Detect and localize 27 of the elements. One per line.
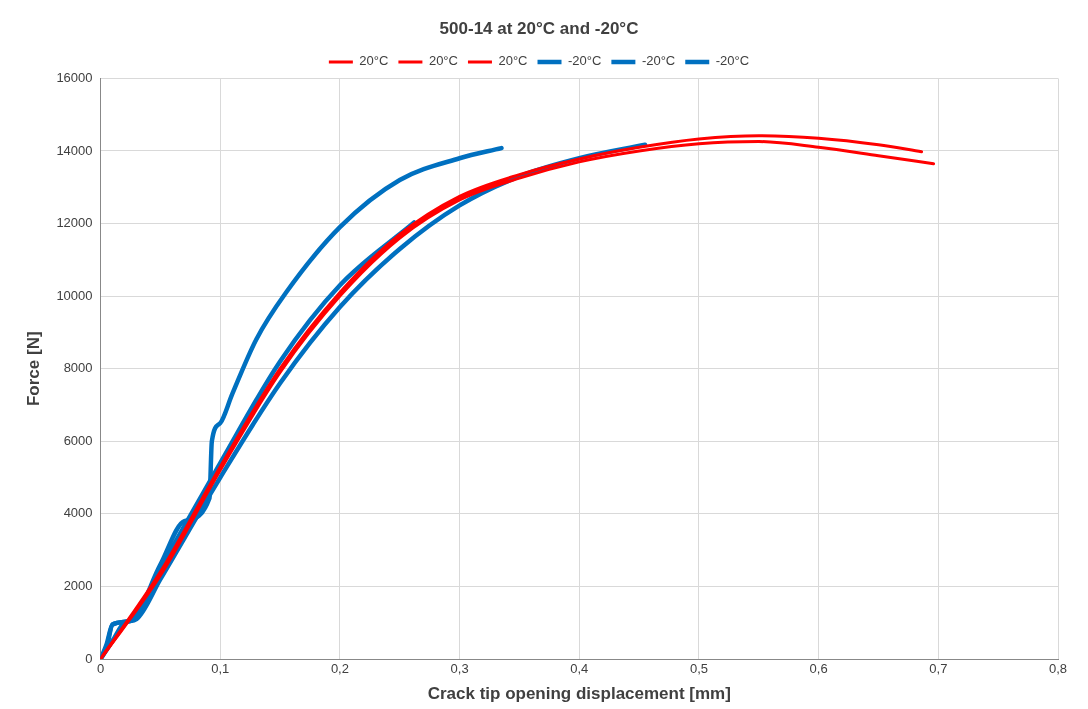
y-tick-label: 6000 bbox=[63, 432, 93, 448]
legend-label: 20°C bbox=[359, 53, 389, 69]
x-tick-label: 0,7 bbox=[929, 661, 948, 677]
y-tick-label: 2000 bbox=[63, 578, 93, 593]
x-tick-label: 0,1 bbox=[211, 661, 230, 677]
legend-label: -20°C bbox=[715, 53, 750, 69]
y-tick-label: 8000 bbox=[63, 360, 93, 376]
legend-label: 20°C bbox=[498, 53, 528, 69]
legend-label: -20°C bbox=[641, 53, 676, 69]
x-tick-label: 0,5 bbox=[689, 661, 708, 677]
y-tick-label: 12000 bbox=[56, 215, 93, 231]
chart-title: 500-14 at 20°C and -20°C bbox=[439, 18, 639, 38]
y-axis-title: Force [N] bbox=[23, 331, 43, 407]
y-tick-label: 0 bbox=[85, 650, 93, 666]
x-tick-label: 0,8 bbox=[1048, 661, 1068, 677]
x-tick-label: 0,6 bbox=[809, 661, 828, 677]
y-tick-label: 4000 bbox=[63, 505, 93, 521]
x-tick-label: 0,4 bbox=[570, 661, 589, 677]
x-tick-label: 0,3 bbox=[450, 661, 469, 677]
legend-label: -20°C bbox=[568, 53, 602, 69]
legend-label: 20°C bbox=[428, 53, 458, 69]
y-tick-label: 14000 bbox=[56, 142, 93, 158]
y-tick-label: 10000 bbox=[56, 287, 93, 303]
y-tick-label: 16000 bbox=[56, 69, 93, 85]
x-tick-label: 0 bbox=[96, 661, 105, 677]
x-axis-title: Crack tip opening displacement [mm] bbox=[427, 684, 731, 704]
x-tick-label: 0,2 bbox=[330, 661, 349, 677]
